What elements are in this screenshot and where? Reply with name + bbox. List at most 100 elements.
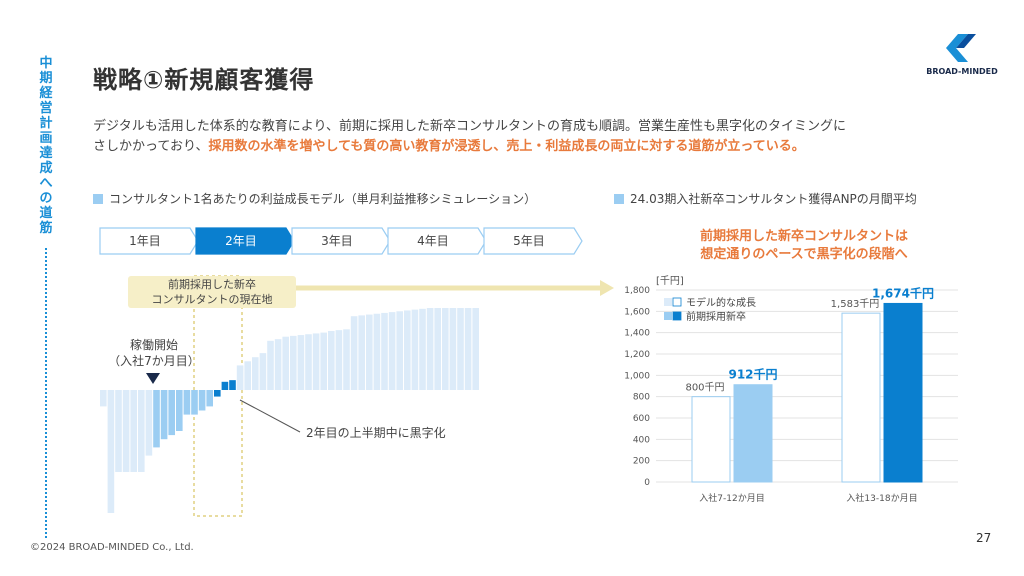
year-step: [195, 227, 295, 255]
year-step-label: 1年目: [129, 234, 161, 248]
description-line-1: デジタルも活用した体系的な教育により、前期に採用した新卒コンサルタントの育成も順…: [93, 119, 846, 134]
current-position-label-2: コンサルタントの現在地: [152, 293, 273, 306]
profit-bar: [381, 312, 388, 390]
y-tick-label: 1,800: [624, 286, 650, 296]
profit-bar: [221, 381, 229, 390]
current-position-box: [128, 276, 296, 308]
year-step: [483, 227, 583, 255]
bullet-square-icon: [93, 194, 103, 204]
right-callout-2: 想定通りのペースで黒字化の段階へ: [700, 246, 907, 262]
profit-bar: [259, 353, 267, 390]
y-tick-label: 1,600: [624, 307, 650, 317]
start-label-1: 稼働開始: [130, 337, 178, 352]
current-position-label-1: 前期採用した新卒: [168, 277, 256, 291]
profit-bar: [457, 308, 464, 390]
profit-bar: [168, 390, 175, 436]
profit-bar: [244, 361, 251, 390]
year-step-label: 2年目: [225, 234, 257, 248]
profit-bar: [404, 310, 411, 390]
profit-bar: [320, 332, 327, 390]
profit-bar: [449, 308, 457, 390]
profit-bar: [138, 390, 145, 472]
profit-bar: [388, 312, 396, 390]
profit-bar: [426, 308, 434, 390]
right-callout-1: 前期採用した新卒コンサルタントは: [700, 228, 908, 244]
anp-chart: [千円] 0 200 400 600 800 1,000 1,200 1,400 1,600 1,8…: [624, 275, 958, 504]
profit-bar: [335, 330, 343, 390]
anp-bar: [883, 302, 923, 483]
profit-bar: [366, 314, 373, 390]
side-divider: [45, 248, 47, 538]
brand-name: BROAD-MINDED: [926, 67, 998, 76]
legend-swatch: [672, 311, 682, 321]
profit-bar: [107, 390, 115, 513]
profit-bar: [472, 308, 479, 390]
profit-bar: [411, 309, 419, 390]
profit-bar: [145, 390, 153, 456]
anp-bar: [841, 312, 881, 483]
profit-bar: [350, 316, 358, 390]
profit-bar: [328, 330, 335, 390]
year-step: [291, 227, 391, 255]
profit-bar: [305, 334, 312, 390]
year-step: [99, 227, 199, 255]
y-tick-label: 200: [633, 457, 650, 467]
legend-label: モデル的な成長: [686, 296, 756, 309]
profit-bar: [343, 329, 350, 390]
year-step: [387, 227, 487, 255]
legend-swatch: [672, 297, 682, 307]
profit-bar: [274, 339, 282, 390]
description: デジタルも活用した体系的な教育により、前期に採用した新卒コンサルタントの育成も順…: [93, 117, 973, 157]
profit-bar: [282, 336, 289, 390]
profit-bar: [297, 335, 305, 390]
anp-bar-label: 1,674千円: [872, 285, 934, 300]
profit-bar: [434, 308, 441, 390]
profit-bar: [358, 315, 365, 390]
anp-bar: [691, 396, 731, 483]
profit-bar: [160, 390, 168, 440]
legend-label: 前期採用新卒: [686, 310, 746, 323]
y-tick-label: 400: [633, 435, 650, 445]
profit-bar: [312, 333, 320, 390]
y-tick-label: 1,400: [624, 329, 650, 339]
description-highlight: 採用数の水準を増やしても質の高い教育が浸透し、売上・利益成長の両立に対する道筋が…: [208, 139, 805, 154]
anp-bar-label: 912千円: [728, 367, 777, 382]
x-tick-label: 入社13-18か月目: [846, 492, 917, 504]
year-step-label: 4年目: [417, 234, 449, 248]
profit-bar: [115, 390, 122, 472]
legend-swatch: [664, 298, 672, 306]
copyright: ©2024 BROAD-MINDED Co., Ltd.: [30, 542, 194, 553]
year-step-label: 3年目: [321, 234, 353, 248]
brand-logo-icon: [946, 34, 976, 62]
left-heading-text: コンサルタント1名あたりの利益成長モデル（単月利益推移シミュレーション）: [109, 192, 537, 206]
y-axis-unit: [千円]: [656, 275, 684, 287]
profit-model-bars: [100, 308, 479, 513]
profit-bar: [229, 380, 236, 390]
x-tick-label: 入社7-12か月目: [699, 492, 764, 504]
current-position-arrow-head: [600, 280, 614, 296]
profit-bar: [153, 390, 160, 448]
description-line-2-plain: さしかかっており、: [93, 139, 209, 154]
profit-bar: [464, 308, 472, 390]
y-tick-label: 600: [633, 414, 650, 424]
y-tick-label: 0: [644, 478, 650, 488]
description-line-2: さしかかっており、採用数の水準を増やしても質の高い教育が浸透し、売上・利益成長の…: [93, 137, 973, 157]
profit-label: 2年目の上半期中に黒字化: [306, 425, 446, 440]
profit-bar: [100, 390, 107, 407]
profit-bar: [130, 390, 137, 472]
start-label-2: （入社7か月目）: [108, 353, 200, 368]
anp-bar-label: 800千円: [685, 382, 724, 394]
legend-swatch: [664, 312, 672, 320]
profit-bar: [373, 313, 381, 390]
anp-bar: [733, 384, 773, 483]
page-title: 戦略①新規顧客獲得: [93, 66, 315, 94]
y-tick-label: 800: [633, 393, 650, 403]
year-step-label: 5年目: [513, 234, 545, 248]
profit-bar: [122, 390, 130, 472]
right-heading: 24.03期入社新卒コンサルタント獲得ANPの月間平均: [614, 190, 917, 207]
profit-bar: [396, 311, 403, 390]
left-heading: コンサルタント1名あたりの利益成長モデル（単月利益推移シミュレーション）: [93, 190, 536, 207]
page-number: 27: [976, 531, 992, 545]
